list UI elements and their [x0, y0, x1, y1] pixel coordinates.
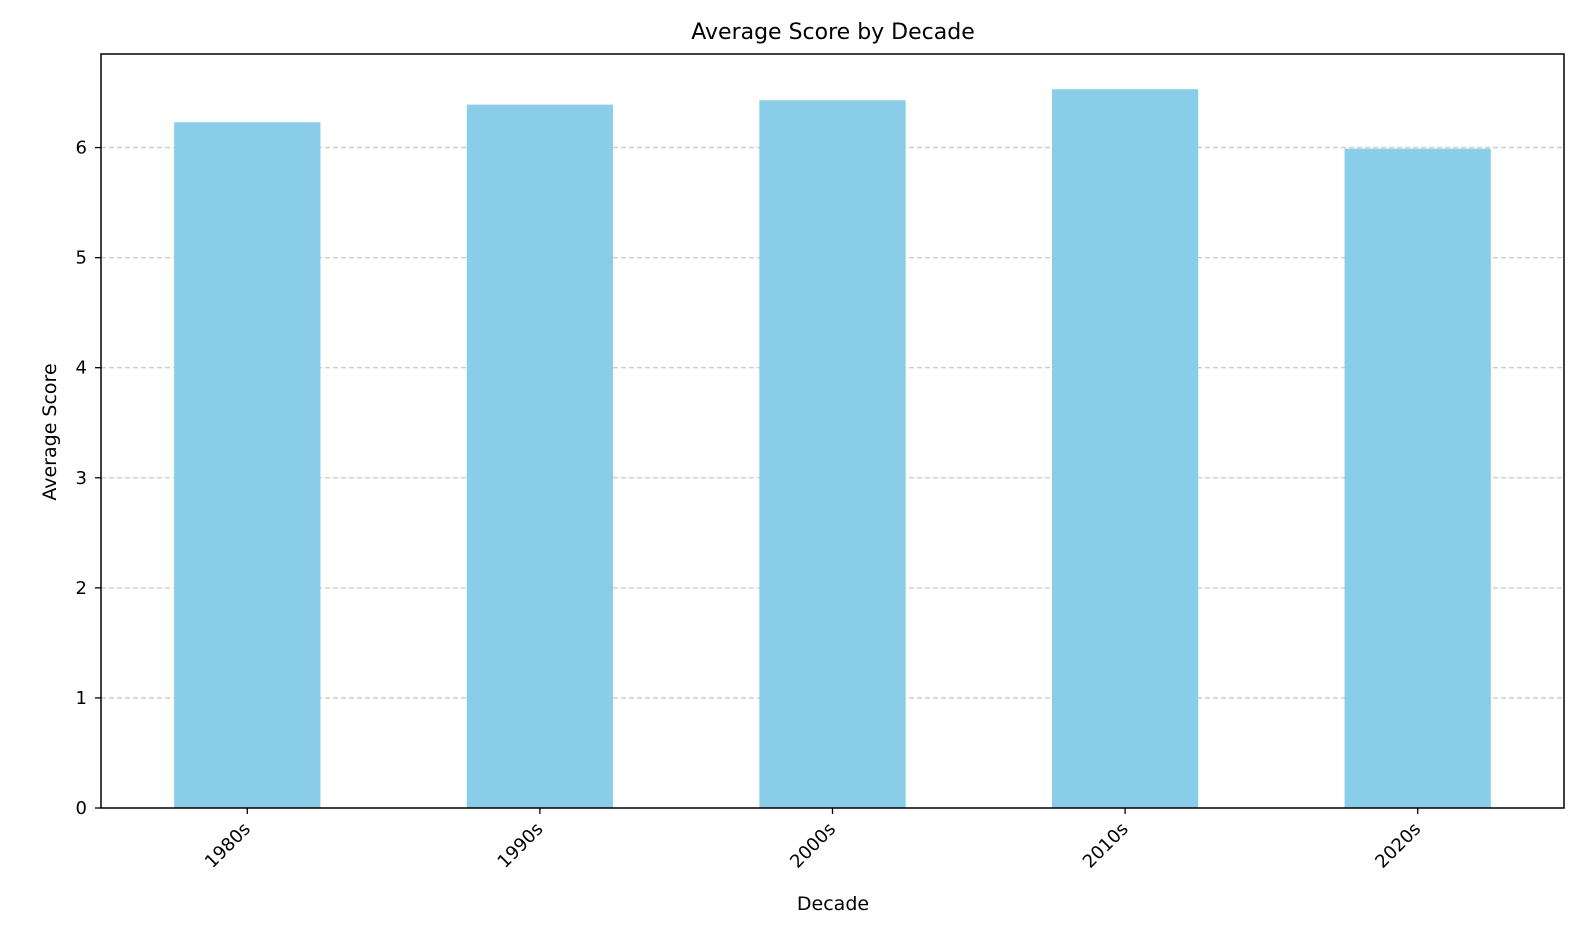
y-ticks: 0 1 2 3 4 5 6 — [76, 138, 101, 819]
y-tick-label: 0 — [76, 798, 87, 819]
y-axis-label: Average Score — [39, 363, 61, 500]
bar-2010s — [1051, 89, 1199, 808]
y-tick-label: 3 — [76, 468, 87, 489]
bar-2020s — [1344, 148, 1491, 808]
y-tick-label: 5 — [76, 248, 87, 269]
x-axis-label: Decade — [797, 893, 869, 915]
chart-title: Average Score by Decade — [691, 20, 974, 45]
y-tick-label: 1 — [76, 688, 87, 709]
y-tick-label: 2 — [76, 578, 87, 599]
y-tick-label: 4 — [76, 358, 87, 379]
bars — [174, 89, 1491, 809]
bar-1990s — [466, 104, 614, 809]
y-tick-label: 6 — [76, 138, 87, 159]
bar-1980s — [174, 122, 321, 809]
bar-2000s — [759, 100, 906, 809]
